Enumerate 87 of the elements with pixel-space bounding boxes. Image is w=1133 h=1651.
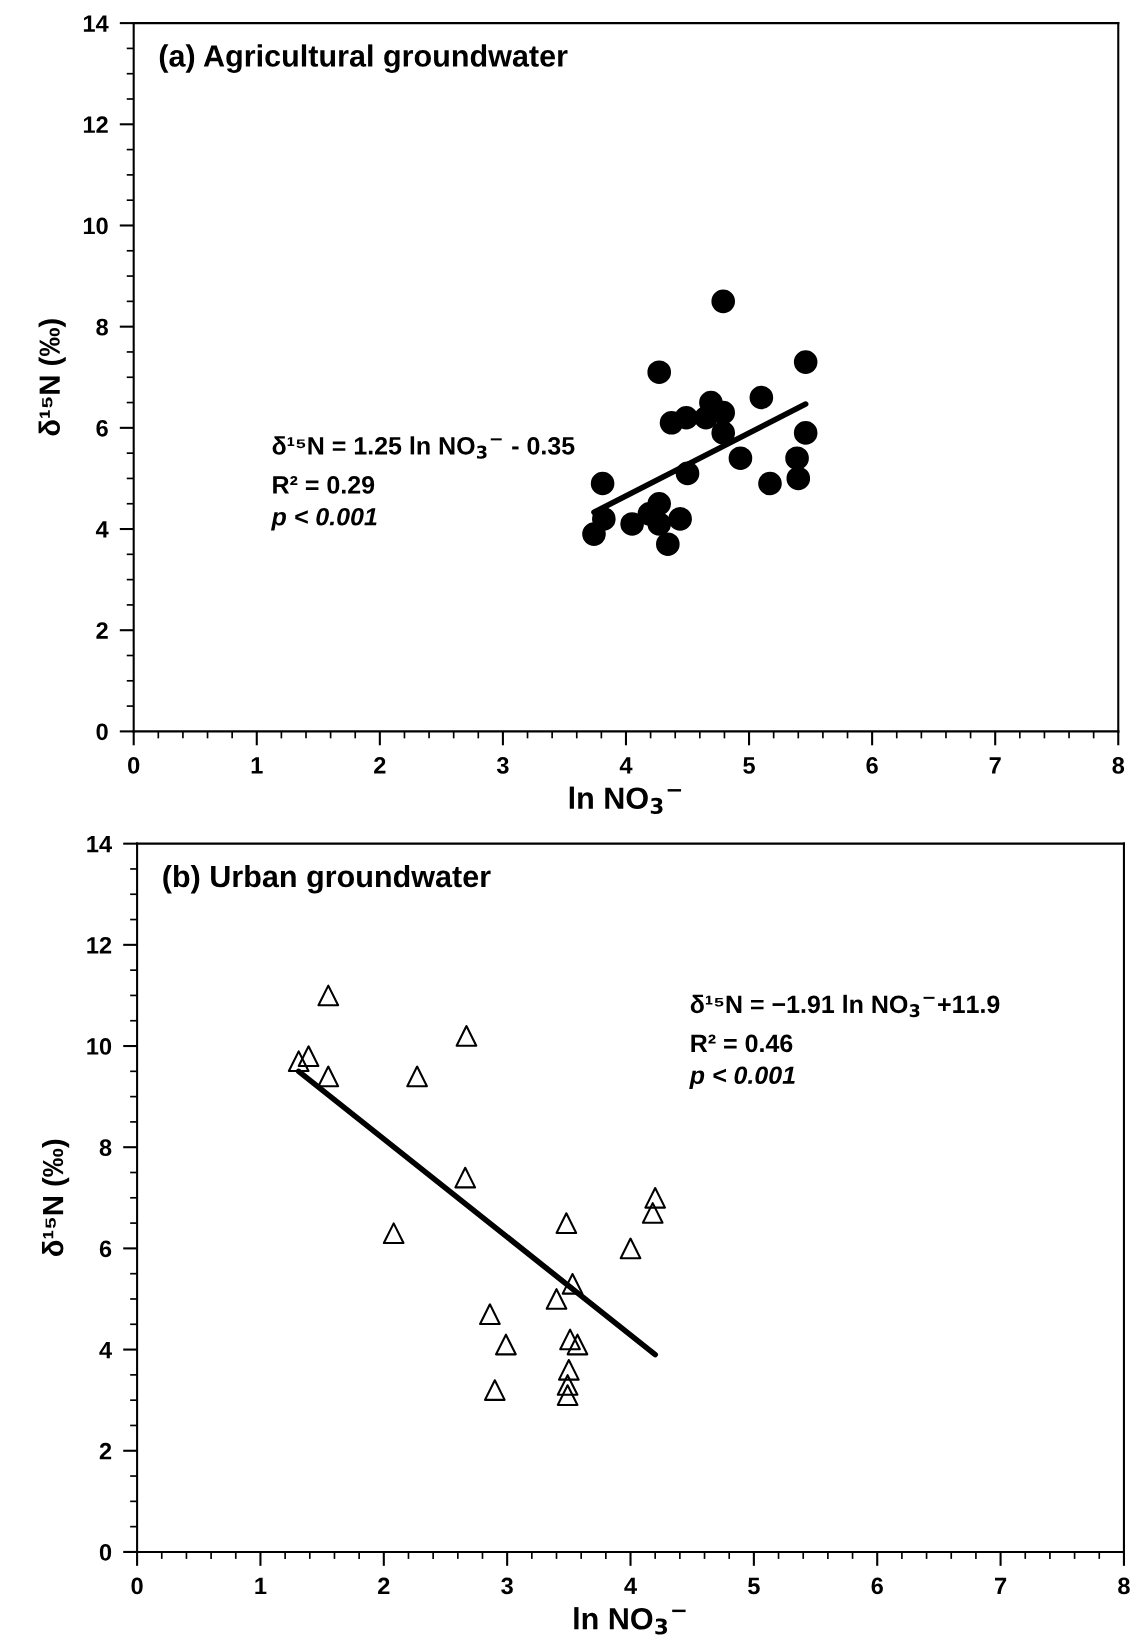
- point: [406, 1065, 428, 1088]
- annotation: δ¹⁵N = 1.25 ln NO$_{3}$$^{−}$ - 0.35: [272, 436, 575, 459]
- y-tick-label: 0: [96, 723, 108, 741]
- y-tick-label: 4: [95, 521, 109, 538]
- point: [647, 512, 672, 536]
- y-tick-label: 6: [99, 1240, 112, 1258]
- x-tick-label: 7: [989, 757, 1001, 774]
- point: [647, 491, 672, 516]
- y-tick-label: 0: [99, 1544, 112, 1561]
- point: [297, 1045, 320, 1068]
- point: [495, 1333, 517, 1356]
- x-tick-label: 2: [378, 1577, 390, 1595]
- point: [711, 289, 736, 314]
- point: [674, 405, 699, 430]
- point: [644, 1186, 667, 1209]
- point: [793, 421, 818, 445]
- point: [656, 532, 680, 556]
- y-tick-label: 2: [96, 622, 108, 639]
- y-axis-title: δ¹⁵N (‰): [38, 319, 66, 436]
- x-tick-label: 0: [131, 1577, 143, 1595]
- point: [620, 512, 644, 536]
- x-tick-label: 1: [255, 1577, 267, 1595]
- point: [382, 1222, 405, 1245]
- y-tick-label: 14: [87, 835, 112, 853]
- x-tick-label: 2: [374, 757, 386, 774]
- point: [675, 461, 700, 486]
- point: [555, 1212, 578, 1234]
- x-tick-label: 8: [1118, 1577, 1130, 1595]
- point: [559, 1328, 581, 1351]
- point: [317, 1065, 340, 1088]
- y-tick-label: 10: [83, 217, 108, 235]
- y-tick-label: 8: [99, 1139, 112, 1156]
- x-tick-label: 6: [866, 757, 878, 774]
- point: [556, 1384, 579, 1406]
- x-tick-label: 4: [619, 757, 633, 774]
- y-tick-label: 10: [87, 1038, 112, 1055]
- point: [758, 471, 782, 496]
- text: (b) Urban groundwater: [163, 864, 491, 894]
- point: [479, 1303, 501, 1326]
- x-tick-label: 6: [871, 1577, 883, 1595]
- point: [317, 984, 340, 1007]
- x-tick-label: 4: [624, 1577, 637, 1595]
- y-tick-label: 12: [87, 936, 112, 954]
- y-axis-title: δ¹⁵N (‰): [41, 1139, 70, 1256]
- y-tick-label: 8: [96, 318, 108, 336]
- point: [668, 507, 692, 531]
- x-axis-title: ln NO$_{3}$$^{−}$: [574, 1607, 686, 1635]
- point: [287, 1050, 310, 1073]
- x-tick-label: 3: [496, 757, 509, 774]
- x-tick-label: 1: [251, 757, 263, 774]
- point: [785, 446, 809, 470]
- point: [619, 1237, 642, 1260]
- annotation: R² = 0.46: [691, 1034, 793, 1053]
- x-tick-label: 3: [501, 1577, 513, 1595]
- point: [483, 1379, 506, 1401]
- point: [641, 1202, 664, 1224]
- point: [749, 385, 774, 410]
- annotation: p < 0.001: [689, 1066, 795, 1090]
- point: [793, 350, 818, 374]
- annotation: δ¹⁵N = −1.91 ln NO$_{3}$$^{−}$+11.9: [690, 994, 1000, 1018]
- point: [566, 1333, 589, 1356]
- x-tick-label: 8: [1112, 757, 1125, 774]
- x-axis-title: ln NO$_{3}$$^{−}$: [569, 786, 682, 815]
- y-tick-label: 12: [83, 116, 108, 133]
- point: [545, 1288, 568, 1310]
- point: [592, 507, 616, 531]
- y-tick-label: 14: [83, 15, 109, 32]
- point: [728, 446, 753, 470]
- point: [711, 421, 736, 445]
- y-tick-label: 2: [99, 1442, 112, 1460]
- point: [647, 360, 672, 384]
- y-tick-label: 4: [99, 1341, 112, 1359]
- annotation: p < 0.001: [270, 507, 377, 531]
- x-tick-label: 5: [743, 757, 755, 774]
- annotation: R² = 0.29: [273, 476, 375, 494]
- point: [455, 1025, 478, 1047]
- y-tick-label: 6: [96, 419, 108, 437]
- point: [590, 471, 615, 496]
- point: [556, 1374, 579, 1396]
- point: [454, 1166, 477, 1189]
- x-tick-label: 5: [748, 1577, 760, 1595]
- text: (a) Agricultural groundwater: [159, 44, 568, 73]
- point: [561, 1272, 584, 1295]
- x-tick-label: 0: [128, 757, 140, 774]
- point: [557, 1358, 580, 1381]
- x-tick-label: 7: [995, 1577, 1007, 1595]
- point: [786, 466, 811, 491]
